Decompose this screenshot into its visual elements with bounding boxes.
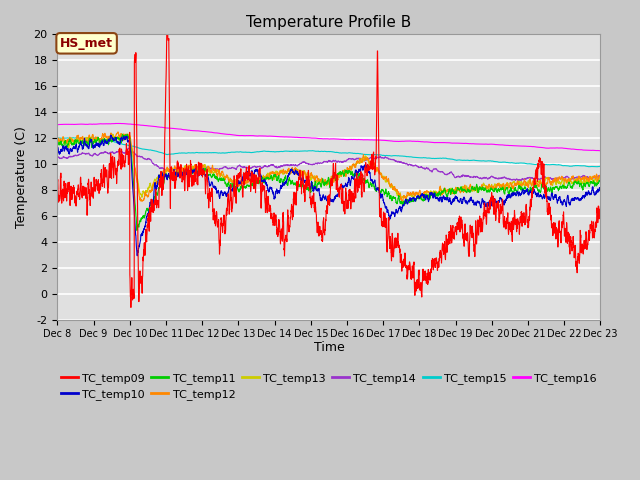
Line: TC_temp15: TC_temp15 [58,137,600,167]
TC_temp16 [148,123,156,129]
Line: TC_temp12: TC_temp12 [58,132,600,203]
TC_temp10 [54,146,61,152]
TC_temp10 [586,192,594,197]
TC_temp13 [285,169,293,175]
TC_temp09 [528,197,536,203]
TC_temp10 [528,192,536,197]
X-axis label: Time: Time [314,341,344,354]
TC_temp10 [116,141,124,146]
TC_temp12 [528,182,536,188]
TC_temp10 [285,171,293,177]
TC_temp12 [54,138,61,144]
TC_temp09 [148,201,156,206]
TC_temp15 [148,147,156,153]
TC_temp13 [116,133,124,139]
TC_temp12 [586,175,594,180]
TC_temp11 [115,137,123,143]
TC_temp09 [54,180,61,186]
TC_temp13 [596,176,604,181]
TC_temp09 [115,149,123,155]
Text: HS_met: HS_met [60,37,113,50]
TC_temp16 [527,144,535,149]
TC_temp16 [116,120,124,126]
TC_temp11 [285,176,293,182]
TC_temp14 [528,175,536,180]
TC_temp13 [262,174,269,180]
TC_temp10 [107,132,115,138]
TC_temp11 [528,188,536,193]
TC_temp09 [127,304,135,310]
TC_temp15 [116,140,124,146]
TC_temp09 [596,204,604,210]
TC_temp15 [596,164,604,169]
TC_temp13 [54,141,61,147]
Line: TC_temp09: TC_temp09 [58,19,600,307]
TC_temp14 [148,159,156,165]
TC_temp15 [586,164,594,169]
TC_temp15 [527,161,535,167]
TC_temp11 [586,180,594,185]
TC_temp16 [285,134,293,140]
Line: TC_temp16: TC_temp16 [58,123,600,151]
TC_temp14 [285,162,293,168]
Line: TC_temp11: TC_temp11 [58,134,600,230]
TC_temp14 [596,173,604,179]
TC_temp12 [596,173,604,179]
TC_temp16 [596,148,604,154]
TC_temp15 [285,148,293,154]
Line: TC_temp10: TC_temp10 [58,135,600,256]
TC_temp12 [285,168,293,174]
TC_temp16 [112,120,120,126]
TC_temp12 [148,188,156,193]
TC_temp11 [118,132,126,137]
TC_temp14 [262,163,269,168]
TC_temp11 [262,175,270,181]
TC_temp10 [596,186,604,192]
TC_temp14 [54,154,61,160]
TC_temp14 [125,145,132,151]
TC_temp16 [262,133,269,139]
Line: TC_temp13: TC_temp13 [58,134,600,199]
Line: TC_temp14: TC_temp14 [58,148,600,180]
TC_temp15 [262,148,269,154]
TC_temp12 [398,200,406,205]
TC_temp14 [586,175,594,181]
TC_temp16 [586,147,594,153]
TC_temp15 [90,134,97,140]
TC_temp12 [116,134,124,140]
TC_temp15 [592,164,600,169]
TC_temp12 [262,175,269,180]
TC_temp11 [133,228,141,233]
TC_temp14 [115,149,123,155]
TC_temp09 [163,16,171,22]
TC_temp09 [586,222,594,228]
TC_temp16 [54,122,61,128]
TC_temp10 [262,180,270,185]
TC_temp13 [109,131,116,137]
Y-axis label: Temperature (C): Temperature (C) [15,126,28,228]
TC_temp09 [262,198,270,204]
TC_temp13 [586,176,594,181]
TC_temp15 [54,135,61,141]
TC_temp12 [114,129,122,135]
TC_temp11 [148,198,156,204]
Legend: TC_temp09, TC_temp10, TC_temp11, TC_temp12, TC_temp13, TC_temp14, TC_temp15, TC_: TC_temp09, TC_temp10, TC_temp11, TC_temp… [56,368,602,405]
TC_temp13 [528,182,536,188]
Title: Temperature Profile B: Temperature Profile B [246,15,412,30]
TC_temp10 [133,253,141,259]
TC_temp13 [417,196,424,202]
TC_temp13 [148,185,156,191]
TC_temp14 [518,178,525,183]
TC_temp11 [596,180,604,186]
TC_temp10 [148,198,156,204]
TC_temp11 [54,143,61,148]
TC_temp09 [285,223,293,229]
